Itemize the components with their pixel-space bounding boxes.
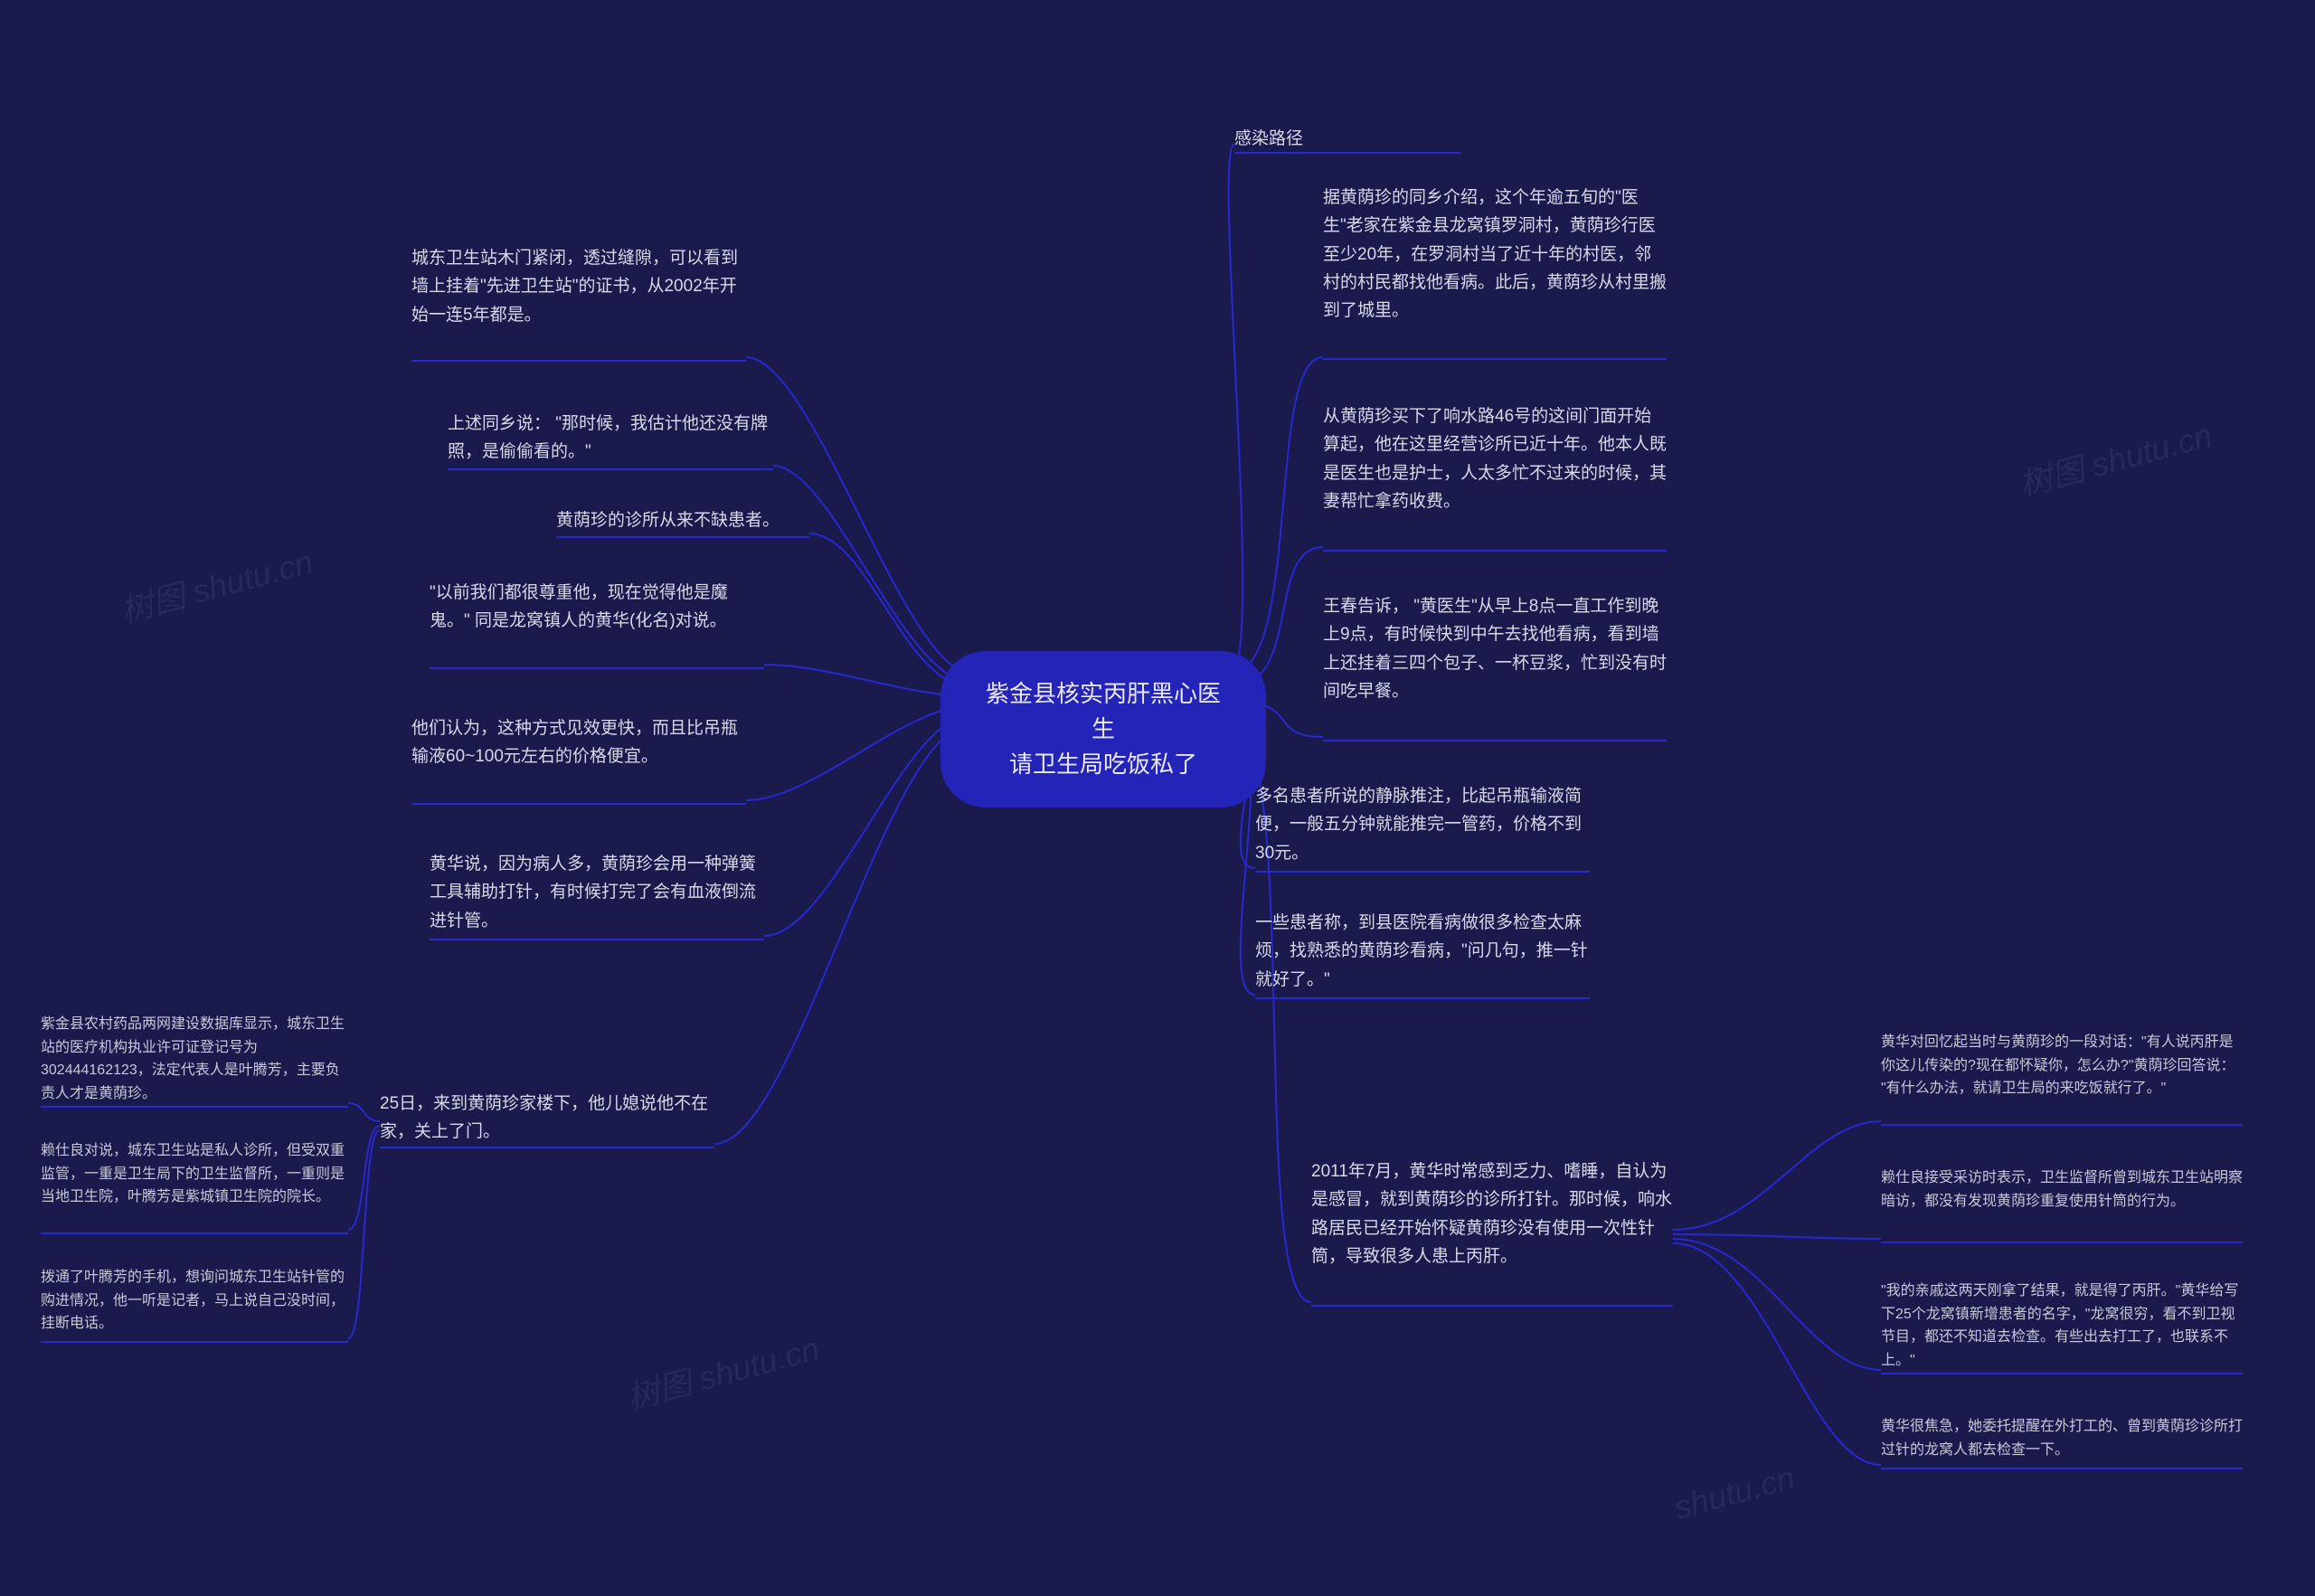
node-underline: [556, 536, 809, 538]
left-node: 黄华说，因为病人多，黄荫珍会用一种弹簧工具辅助打针，有时候打完了会有血液倒流进针…: [430, 850, 764, 935]
left-node: 上述同乡说： "那时候，我估计他还没有牌照，是偷偷看的。": [448, 410, 773, 467]
node-underline: [41, 1232, 348, 1234]
node-underline: [1881, 1373, 2243, 1374]
right-node: 王春告诉， "黄医生"从早上8点一直工作到晚上9点，有时候快到中午去找他看病，看…: [1323, 592, 1667, 705]
left-node: 25日，来到黄荫珍家楼下，他儿媳说他不在家，关上了门。: [380, 1090, 714, 1147]
node-underline: [411, 803, 746, 805]
node-underline: [430, 667, 764, 669]
right-node: 感染路径: [1234, 125, 1460, 153]
node-underline: [41, 1106, 348, 1108]
sub-left-node: 赖仕良对说，城东卫生站是私人诊所，但受双重监管，一重是卫生局下的卫生监督所，一重…: [41, 1139, 348, 1209]
right-node: 从黄荫珍买下了响水路46号的这间门面开始算起，他在这里经营诊所已近十年。他本人既…: [1323, 402, 1667, 515]
node-underline: [411, 360, 746, 362]
node-underline: [1255, 997, 1590, 999]
sub-left-node: 紫金县农村药品两网建设数据库显示，城东卫生站的医疗机构执业许可证登记号为3024…: [41, 1013, 348, 1105]
left-node: "以前我们都很尊重他，现在觉得他是魔鬼。" 同是龙窝镇人的黄华(化名)对说。: [430, 579, 764, 636]
node-underline: [1881, 1124, 2243, 1126]
node-underline: [1881, 1468, 2243, 1469]
sub-right-node: "我的亲戚这两天刚拿了结果，就是得了丙肝。"黄华给写下25个龙窝镇新增患者的名字…: [1881, 1280, 2243, 1372]
node-underline: [1255, 871, 1590, 873]
right-node: 2011年7月，黄华时常感到乏力、嗜睡，自认为是感冒，就到黄荫珍的诊所打针。那时…: [1311, 1157, 1673, 1270]
node-underline: [1323, 358, 1667, 360]
left-node: 黄荫珍的诊所从来不缺患者。: [556, 506, 809, 534]
node-underline: [1311, 1305, 1673, 1307]
sub-right-node: 赖仕良接受采访时表示，卫生监督所曾到城东卫生站明察暗访，都没有发现黄荫珍重复使用…: [1881, 1166, 2243, 1213]
node-underline: [430, 939, 764, 940]
right-node: 多名患者所说的静脉推注，比起吊瓶输液简便，一般五分钟就能推完一管药，价格不到30…: [1255, 782, 1590, 867]
mindmap-center: 紫金县核实丙肝黑心医生 请卫生局吃饭私了: [940, 651, 1266, 807]
node-underline: [380, 1147, 714, 1148]
node-underline: [448, 468, 773, 470]
sub-right-node: 黄华很焦急，她委托提醒在外打工的、曾到黄荫珍诊所打过针的龙窝人都去检查一下。: [1881, 1415, 2243, 1461]
sub-left-node: 拨通了叶腾芳的手机，想询问城东卫生站针管的购进情况，他一听是记者，马上说自己没时…: [41, 1266, 348, 1336]
center-title-line2: 请卫生局吃饭私了: [980, 747, 1226, 782]
left-node: 城东卫生站木门紧闭，透过缝隙，可以看到墙上挂着"先进卫生站"的证书，从2002年…: [411, 244, 746, 329]
node-underline: [41, 1341, 348, 1343]
right-node: 据黄荫珍的同乡介绍，这个年逾五旬的"医生"老家在紫金县龙窝镇罗洞村，黄荫珍行医至…: [1323, 184, 1667, 326]
node-underline: [1323, 550, 1667, 552]
left-node: 他们认为，这种方式见效更快，而且比吊瓶输液60~100元左右的价格便宜。: [411, 714, 746, 771]
right-node: 一些患者称，到县医院看病做很多检查太麻烦，找熟悉的黄荫珍看病，"问几句，推一针就…: [1255, 909, 1590, 994]
center-title-line1: 紫金县核实丙肝黑心医生: [980, 676, 1226, 747]
node-underline: [1323, 740, 1667, 741]
sub-right-node: 黄华对回忆起当时与黄荫珍的一段对话："有人说丙肝是你这儿传染的?现在都怀疑你，怎…: [1881, 1031, 2243, 1100]
node-underline: [1881, 1242, 2243, 1243]
